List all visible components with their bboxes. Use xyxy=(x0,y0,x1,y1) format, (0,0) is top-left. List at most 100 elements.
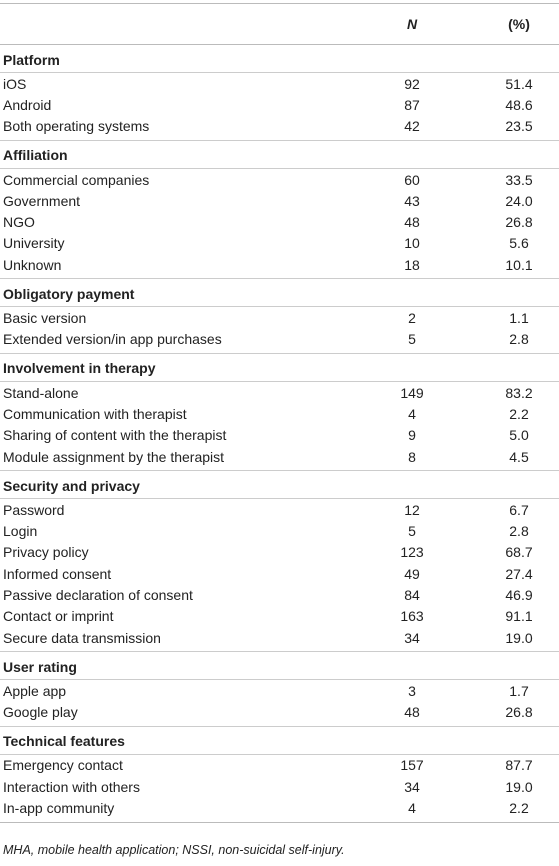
data-row: Apple app 3 1.7 xyxy=(0,680,559,702)
table-section: Involvement in therapy Stand-alone 149 83.2… xyxy=(0,352,559,471)
section-row: User rating xyxy=(0,651,559,681)
percent-cell: 10.1 xyxy=(505,256,533,273)
row-label: Informed consent xyxy=(3,565,112,582)
count-cell: 12 xyxy=(404,501,420,518)
count-cell: 8 xyxy=(408,448,416,465)
header-row: N (%) xyxy=(0,3,559,45)
section-title: Affiliation xyxy=(0,139,559,169)
spacer xyxy=(442,627,489,652)
row-label: Sharing of content with the therapist xyxy=(3,427,227,444)
spacer xyxy=(442,211,489,232)
count-cell: 34 xyxy=(404,778,420,795)
spacer xyxy=(335,190,382,211)
spacer xyxy=(442,403,489,424)
row-label: Stand-alone xyxy=(3,384,79,401)
row-label: NGO xyxy=(3,214,35,231)
label-column-header xyxy=(0,3,335,45)
percent-cell: 87.7 xyxy=(505,757,533,774)
spacer xyxy=(335,307,382,329)
spacer xyxy=(442,233,489,254)
data-row: Android 87 48.6 xyxy=(0,94,559,115)
spacer xyxy=(335,584,382,605)
row-label: Emergency contact xyxy=(3,757,123,774)
spacer xyxy=(335,3,382,45)
count-cell: 87 xyxy=(404,96,420,113)
percent-cell: 2.2 xyxy=(509,405,529,422)
count-cell: 18 xyxy=(404,256,420,273)
count-cell: 5 xyxy=(408,523,416,540)
section-title: Involvement in therapy xyxy=(0,352,559,382)
count-cell: 48 xyxy=(404,214,420,231)
count-cell: 9 xyxy=(408,427,416,444)
spacer xyxy=(335,329,382,354)
count-cell: 42 xyxy=(404,118,420,135)
row-label: Module assignment by the therapist xyxy=(3,448,225,465)
spacer xyxy=(335,425,382,446)
row-label: Login xyxy=(3,523,38,540)
data-row: Password 12 6.7 xyxy=(0,499,559,521)
data-row: Module assignment by the therapist 8 4.5 xyxy=(0,446,559,471)
percent-cell: 1.7 xyxy=(509,682,529,699)
count-cell: 2 xyxy=(408,310,416,327)
percent-cell: 24.0 xyxy=(505,192,533,209)
table-section: Affiliation Commercial companies 60 33.5 Gov… xyxy=(0,139,559,279)
data-row: iOS 92 51.4 xyxy=(0,73,559,95)
section-title: Technical features xyxy=(0,725,559,755)
section-row: Involvement in therapy xyxy=(0,352,559,382)
spacer xyxy=(335,754,382,776)
column-header: N xyxy=(382,3,442,45)
percent-cell: 6.7 xyxy=(509,501,529,518)
spacer xyxy=(442,584,489,605)
spacer xyxy=(442,3,489,45)
data-row: Login 5 2.8 xyxy=(0,520,559,541)
row-label: Android xyxy=(3,96,52,113)
row-label: Google play xyxy=(3,704,78,721)
row-label: Basic version xyxy=(3,310,87,327)
row-label: Communication with therapist xyxy=(3,405,187,422)
row-label: Contact or imprint xyxy=(3,608,114,625)
data-row: Passive declaration of consent 84 46.9 xyxy=(0,584,559,605)
count-cell: 157 xyxy=(400,757,424,774)
row-label: In-app community xyxy=(0,797,335,823)
count-cell: 43 xyxy=(404,192,420,209)
data-row: Privacy policy 123 68.7 xyxy=(0,542,559,563)
row-label: iOS xyxy=(3,75,27,92)
spacer xyxy=(442,520,489,541)
table-section: Security and privacy Password 12 6.7 Login 5 2… xyxy=(0,470,559,652)
spacer xyxy=(335,211,382,232)
row-label: Extended version/in app purchases xyxy=(3,331,222,348)
data-row: Unknown 18 10.1 xyxy=(0,254,559,279)
percent-cell: 26.8 xyxy=(505,214,533,231)
data-row: Google play 48 26.8 xyxy=(0,702,559,727)
section-row: Affiliation xyxy=(0,139,559,169)
spacer xyxy=(335,446,382,471)
spacer xyxy=(442,606,489,627)
data-row: Both operating systems 42 23.5 xyxy=(0,116,559,141)
count-cell: 123 xyxy=(400,544,424,561)
data-row: Contact or imprint 163 91.1 xyxy=(0,606,559,627)
count-cell: 5 xyxy=(408,331,416,348)
spacer xyxy=(442,754,489,776)
footnote: MHA, mobile health application; NSSI, no… xyxy=(3,843,345,857)
spacer xyxy=(442,73,489,95)
spacer xyxy=(335,94,382,115)
spacer xyxy=(442,425,489,446)
spacer xyxy=(335,702,382,727)
section-row: Platform xyxy=(0,44,559,73)
section-title: Obligatory payment xyxy=(0,278,559,308)
spacer xyxy=(442,329,489,354)
spacer xyxy=(442,190,489,211)
count-cell: 163 xyxy=(400,608,424,625)
count-cell: 149 xyxy=(400,384,424,401)
row-label: Government xyxy=(3,192,81,209)
table-section: Platform iOS 92 51.4 Android 87 48.6 Both opera… xyxy=(0,44,559,141)
spacer xyxy=(442,446,489,471)
spacer xyxy=(335,797,382,823)
spacer xyxy=(335,403,382,424)
data-row: Informed consent 49 27.4 xyxy=(0,563,559,584)
spacer xyxy=(442,254,489,279)
percent-cell: 1.1 xyxy=(509,310,529,327)
percent-cell: 83.2 xyxy=(505,384,533,401)
data-row: Communication with therapist 4 2.2 xyxy=(0,403,559,424)
row-label: Passive declaration of consent xyxy=(3,586,193,603)
